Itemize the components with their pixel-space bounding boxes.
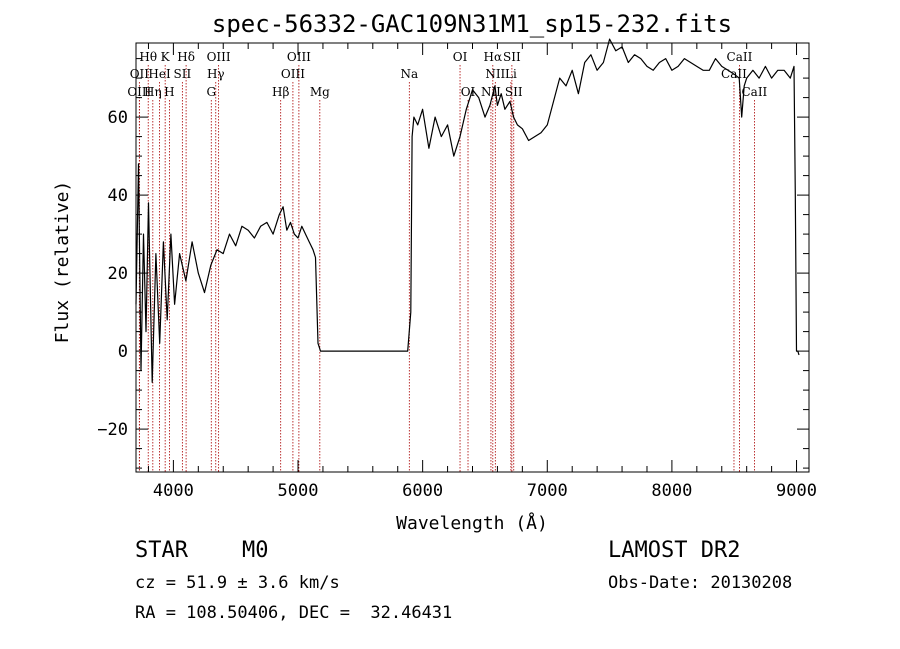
x-tick-label: 5000 xyxy=(278,481,319,501)
redshift-readout: cz = 51.9 ± 3.6 km/s xyxy=(135,573,340,593)
spectral-subclass: M0 xyxy=(242,538,269,563)
x-tick-label: 4000 xyxy=(153,481,194,501)
line-marker-label: CaII xyxy=(741,85,767,99)
x-tick-label: 8000 xyxy=(651,481,692,501)
line-marker-label: SII xyxy=(505,85,523,99)
x-axis-label: Wavelength (Å) xyxy=(396,512,548,534)
line-marker-label: OII xyxy=(130,67,150,81)
line-marker-label: SII xyxy=(174,67,192,81)
line-marker-label: H xyxy=(164,85,174,99)
y-tick-label: −20 xyxy=(97,420,128,440)
line-marker-label: NII xyxy=(481,85,501,99)
y-axis-label: Flux (relative) xyxy=(52,181,73,344)
line-marker-label: OIII xyxy=(281,67,305,81)
observation-date: Obs-Date: 20130208 xyxy=(608,573,793,593)
x-tick-label: 6000 xyxy=(402,481,443,501)
line-marker-label: Hγ xyxy=(207,67,225,81)
line-marker-label: NII xyxy=(485,67,505,81)
line-marker-label: OIII xyxy=(127,85,151,99)
line-marker-label: OI xyxy=(461,85,476,99)
line-marker-label: HeI xyxy=(148,67,171,81)
line-marker-label: OIII xyxy=(287,50,311,64)
line-marker-label: Li xyxy=(505,67,517,81)
axes: 4000 5000 6000 7000 8000 9000 −20 0 20 40 60 xyxy=(97,43,817,501)
object-class: STAR xyxy=(135,538,188,563)
line-marker-label: G xyxy=(206,85,216,99)
line-marker-label: Hβ xyxy=(272,85,289,99)
line-marker-label: Hδ xyxy=(177,50,195,64)
line-marker-label: OI xyxy=(453,50,468,64)
survey-name: LAMOST DR2 xyxy=(608,538,741,563)
sky-coordinates: RA = 108.50406, DEC = 32.46431 xyxy=(135,603,453,623)
line-marker-label: SII xyxy=(503,50,521,64)
y-tick-label: 20 xyxy=(108,264,128,284)
line-marker-label: CaII xyxy=(727,50,753,64)
x-tick-label: 9000 xyxy=(776,481,817,501)
y-tick-label: 60 xyxy=(108,108,128,128)
spectrum-series xyxy=(135,38,800,383)
line-marker-label: Mg xyxy=(310,85,330,99)
plot-frame xyxy=(135,42,810,473)
line-marker-label: Hα xyxy=(484,50,503,64)
line-marker-label: Hη xyxy=(144,85,162,99)
y-tick-label: 0 xyxy=(118,342,128,362)
y-tick-label: 40 xyxy=(108,186,128,206)
line-marker-label: OIII xyxy=(207,50,231,64)
chart-title: spec-56332-GAC109N31M1_sp15-232.fits xyxy=(212,10,732,38)
line-marker-label: Na xyxy=(400,67,418,81)
line-marker-label: Hθ xyxy=(139,50,157,64)
line-markers xyxy=(138,65,755,472)
line-marker-label: K xyxy=(161,50,171,64)
x-tick-label: 7000 xyxy=(527,481,568,501)
